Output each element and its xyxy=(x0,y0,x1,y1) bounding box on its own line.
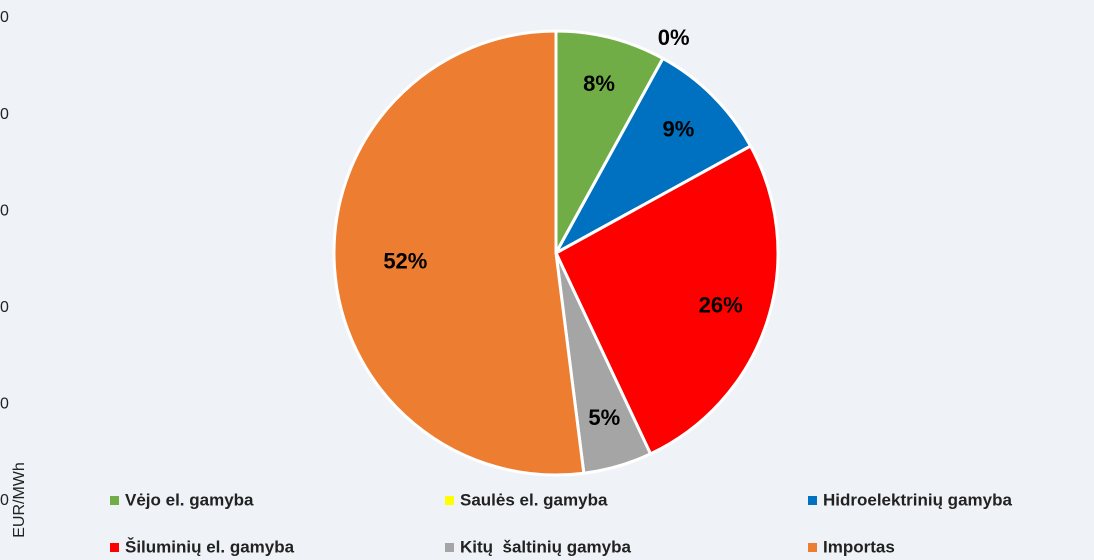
legend-swatch xyxy=(110,543,119,552)
legend-swatch xyxy=(110,496,119,505)
legend-label: Importas xyxy=(823,537,895,556)
y-tick-label: 0 xyxy=(0,396,9,413)
axis-title: EUR/MWh xyxy=(11,462,28,538)
data-label: 52% xyxy=(383,248,427,273)
legend-label: Šiluminių el. gamyba xyxy=(125,537,295,556)
data-label: 5% xyxy=(588,405,620,430)
data-label: 8% xyxy=(583,71,615,96)
pie-slice xyxy=(554,29,665,254)
data-label: 0% xyxy=(658,25,690,50)
legend-label: Vėjo el. gamyba xyxy=(125,490,254,509)
legend-swatch xyxy=(808,496,817,505)
pie-slice xyxy=(332,29,586,477)
pie-slice xyxy=(552,56,753,257)
legend-label: Hidroelektrinių gamyba xyxy=(823,490,1012,509)
y-tick-label: 0 xyxy=(0,106,9,123)
y-tick-label: 0 xyxy=(0,492,9,509)
legend-swatch xyxy=(808,543,817,552)
data-label: 26% xyxy=(699,292,743,317)
legend-label: Kitų šaltinių gamyba xyxy=(460,537,632,556)
y-tick-label: 0 xyxy=(0,9,9,26)
data-label: 9% xyxy=(663,116,695,141)
y-tick-label: 0 xyxy=(0,299,9,316)
pie-slice xyxy=(554,144,780,456)
legend-swatch xyxy=(445,543,454,552)
legend-label: Saulės el. gamyba xyxy=(460,490,608,509)
legend-swatch xyxy=(445,496,454,505)
y-tick-label: 0 xyxy=(0,202,9,219)
